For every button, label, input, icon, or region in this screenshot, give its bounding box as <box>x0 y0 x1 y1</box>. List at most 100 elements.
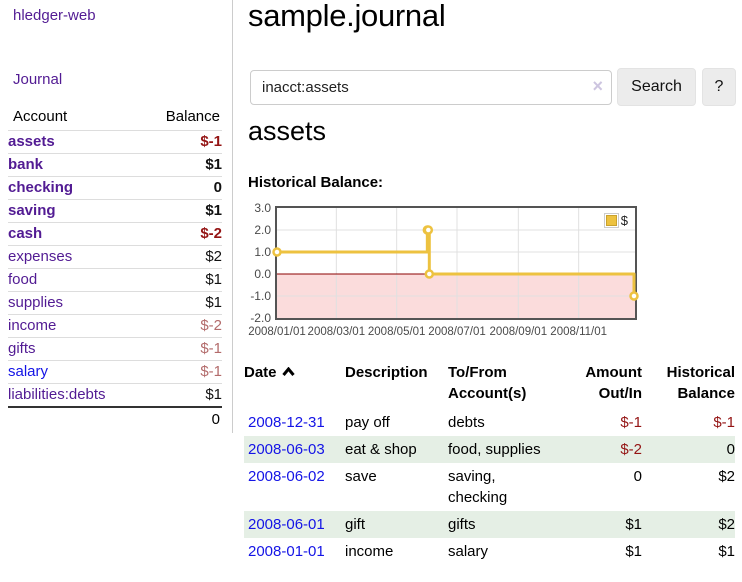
transaction-accounts: debts <box>448 414 485 431</box>
search-button[interactable]: Search <box>617 68 696 106</box>
account-link[interactable]: cash <box>8 225 43 242</box>
chart-plot: $ <box>272 206 639 320</box>
transaction-date-link[interactable]: 2008-06-03 <box>248 441 325 458</box>
chart-y-tick-label: 0.0 <box>254 267 271 281</box>
accounts-table: Account Balance assets $-1 bank $1 check… <box>8 104 222 431</box>
register-row: 2008-06-03 eat & shop food, supplies $-2… <box>244 436 735 463</box>
account-balance: $2 <box>143 245 222 269</box>
accounts-total-value: 0 <box>143 406 222 431</box>
account-row: checking 0 <box>8 176 222 200</box>
transaction-description: save <box>345 468 377 485</box>
clear-search-icon[interactable]: × <box>592 76 603 96</box>
accounts-header-account: Account <box>8 104 144 131</box>
transaction-balance: $2 <box>718 516 735 533</box>
account-heading: assets <box>248 116 327 146</box>
chart-canvas <box>272 208 639 318</box>
chart-x-tick-label: 2008/03/01 <box>307 326 366 338</box>
account-link[interactable]: saving <box>8 202 56 219</box>
transaction-balance: 0 <box>726 441 735 458</box>
register-header-date[interactable]: Date <box>244 361 345 409</box>
account-balance: $-1 <box>143 360 222 384</box>
account-balance: $1 <box>143 268 222 292</box>
transaction-description: gift <box>345 516 366 533</box>
account-link[interactable]: gifts <box>8 340 36 357</box>
chart-y-tick-label: 1.0 <box>254 245 271 259</box>
app-title-link[interactable]: hledger-web <box>13 7 96 24</box>
chart-x-tick-label: 2008/07/01 <box>428 326 486 338</box>
account-balance: $-1 <box>143 130 222 154</box>
account-balance: $1 <box>143 383 222 408</box>
chart-y-tick-label: 2.0 <box>254 223 271 237</box>
account-row: expenses $2 <box>8 245 222 269</box>
search-input[interactable] <box>250 70 612 105</box>
transaction-amount: $1 <box>625 543 642 560</box>
account-balance: $-2 <box>143 222 222 246</box>
transaction-description: eat & shop <box>345 441 417 458</box>
chart-y-tick-label: -2.0 <box>250 311 271 325</box>
help-button[interactable]: ? <box>702 68 736 106</box>
transaction-date-link[interactable]: 2008-06-01 <box>248 516 325 533</box>
account-row: food $1 <box>8 268 222 292</box>
account-link[interactable]: bank <box>8 156 44 173</box>
account-row: supplies $1 <box>8 291 222 315</box>
transaction-amount: $1 <box>625 516 642 533</box>
transaction-description: pay off <box>345 414 390 431</box>
page-title: sample.journal <box>248 0 446 33</box>
transaction-date-link[interactable]: 2008-01-01 <box>248 543 325 560</box>
account-row: liabilities:debts $1 <box>8 383 222 408</box>
account-row: salary $-1 <box>8 360 222 384</box>
legend-swatch-box <box>603 213 619 228</box>
register-header-description: Description <box>345 364 428 381</box>
register-row: 2008-01-01 income salary $1 $1 <box>244 538 735 565</box>
register-header-accounts: To/From Account(s) <box>448 364 527 402</box>
account-link[interactable]: expenses <box>8 248 73 265</box>
chart-y-tick-label: -1.0 <box>250 289 271 303</box>
account-link[interactable]: checking <box>8 179 74 196</box>
account-balance: $-1 <box>143 337 222 361</box>
legend-label: $ <box>620 213 628 228</box>
account-link[interactable]: salary <box>8 363 49 380</box>
register-header-balance: Historical Balance <box>666 364 735 402</box>
account-row: income $-2 <box>8 314 222 338</box>
transaction-accounts: salary <box>448 543 489 560</box>
account-balance: $1 <box>143 291 222 315</box>
account-balance: 0 <box>143 176 222 200</box>
transaction-date-link[interactable]: 2008-12-31 <box>248 414 325 431</box>
transaction-amount: $-1 <box>620 414 642 431</box>
transaction-amount: $-2 <box>620 441 642 458</box>
chart-x-tick-label: 2008/05/01 <box>367 326 426 338</box>
sidebar-item-journal[interactable]: Journal <box>13 71 63 88</box>
register-table: Date Description To/From Account(s) Amou… <box>244 361 735 565</box>
transaction-balance: $2 <box>718 468 735 485</box>
balance-chart: $ 3.0 2.0 1.0 0.0 -1.0 -2.0 2008/01/01 2008/03… <box>248 201 742 350</box>
register-row: 2008-06-01 gift gifts $1 $2 <box>244 511 735 538</box>
transaction-description: income <box>345 543 394 560</box>
account-link[interactable]: supplies <box>8 294 64 311</box>
legend-swatch <box>605 215 617 226</box>
transaction-date-link[interactable]: 2008-06-02 <box>248 468 325 485</box>
account-link[interactable]: income <box>8 317 57 334</box>
account-row: gifts $-1 <box>8 337 222 361</box>
account-row: cash $-2 <box>8 222 222 246</box>
sidebar: hledger-web Journal Account Balance asse… <box>0 0 233 433</box>
chart-x-tick-label: 2008/09/01 <box>489 326 548 338</box>
account-link[interactable]: assets <box>8 133 55 150</box>
account-balance: $1 <box>143 153 222 177</box>
transaction-accounts: food, supplies <box>448 441 541 458</box>
transaction-accounts: saving, checking <box>448 468 508 506</box>
sort-ascending-icon <box>281 366 295 376</box>
register-header-amount: Amount Out/In <box>585 364 642 402</box>
chart-x-tick-label: 2008/11/01 <box>550 326 607 338</box>
account-row: bank $1 <box>8 153 222 177</box>
account-link[interactable]: food <box>8 271 38 288</box>
account-link[interactable]: liabilities:debts <box>8 386 106 403</box>
transaction-balance: $-1 <box>713 414 735 431</box>
account-row: assets $-1 <box>8 130 222 154</box>
transaction-accounts: gifts <box>448 516 476 533</box>
register-row: 2008-06-02 save saving, checking 0 $2 <box>244 463 735 511</box>
account-balance: $1 <box>143 199 222 223</box>
register-row: 2008-12-31 pay off debts $-1 $-1 <box>244 409 735 436</box>
chart-x-tick-label: 2008/01/01 <box>248 326 306 338</box>
accounts-total-row: 0 <box>8 406 222 431</box>
transaction-amount: 0 <box>633 468 642 485</box>
